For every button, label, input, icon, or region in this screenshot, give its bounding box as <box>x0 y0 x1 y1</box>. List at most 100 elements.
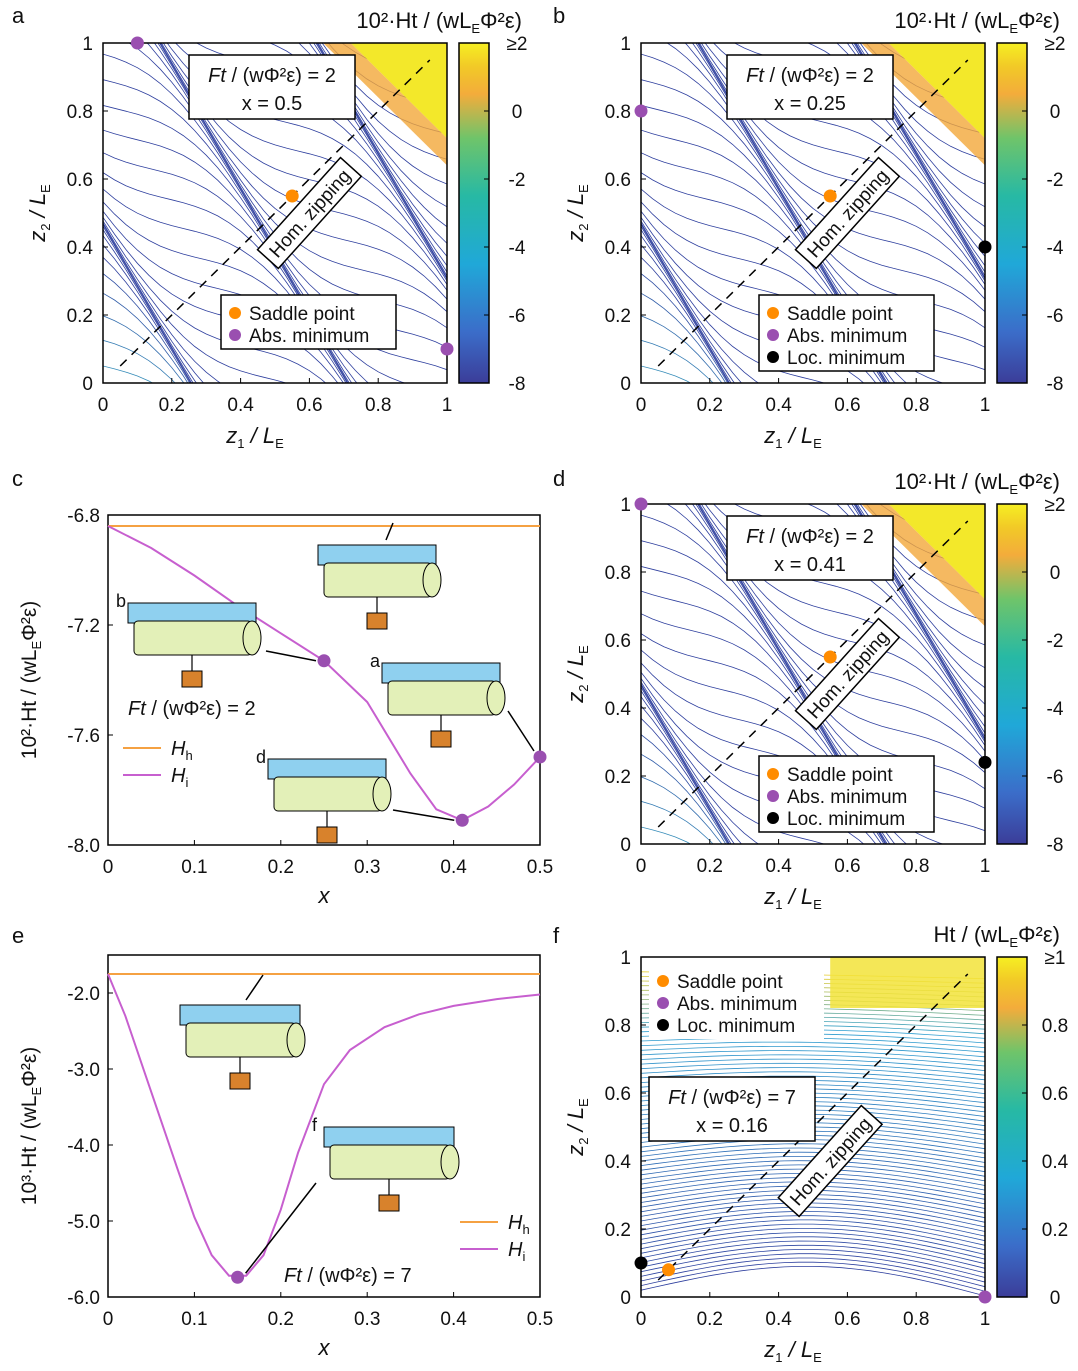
y-axis-label: z2 / LE <box>563 184 591 243</box>
y-tick-label: -5.0 <box>67 1212 100 1233</box>
contour-line <box>641 172 887 383</box>
colorbar-tick-label: -4 <box>1047 699 1064 720</box>
contour-line <box>103 222 288 383</box>
contour-line <box>641 1236 985 1265</box>
x-axis-label: z1 / LE <box>763 1337 822 1365</box>
inset-a: a <box>370 651 506 748</box>
colorbar-tick-label: -8 <box>1047 835 1064 856</box>
colorbar-scale <box>458 42 490 384</box>
contour-line <box>641 244 731 383</box>
parameter-box: Ft / (wΦ²ε) = 2 x = 0.5 <box>188 54 356 120</box>
y-axis-label-text: 10²·Ht / (wLEΦ²ε) <box>18 601 44 759</box>
x-tick-label: 0.6 <box>834 856 860 877</box>
legend-label-loc_min: Loc. minimum <box>677 1016 795 1037</box>
contour-line <box>697 43 985 291</box>
colorbar-tick-label: 0 <box>512 102 523 123</box>
y-tick-label: 1 <box>620 948 631 969</box>
x-tick-label: 0.2 <box>268 1309 294 1330</box>
point-abs_min <box>634 497 648 511</box>
y-axis-label-text: z2 / LE <box>25 184 53 243</box>
contour-line <box>103 223 222 383</box>
electrode-slab <box>127 602 257 624</box>
electrode-slab <box>179 1004 301 1026</box>
legend-label-loc_min: Loc. minimum <box>787 348 905 369</box>
contour-line <box>641 1257 985 1288</box>
point-abs_min <box>978 1290 992 1304</box>
electrode-slab <box>381 662 501 684</box>
x-tick-label: 0.3 <box>354 1309 380 1330</box>
homogeneous-diagonal <box>657 973 969 1281</box>
contour-line <box>315 43 447 228</box>
contour-line <box>641 1244 985 1274</box>
force-label: Ft / (wΦ²ε) = 2 <box>746 526 874 548</box>
contour-line <box>853 504 985 689</box>
legend-marker-loc_min <box>767 812 779 824</box>
contour-line <box>318 43 447 160</box>
contour-line <box>697 43 985 300</box>
parameter-frame <box>648 1076 816 1142</box>
contour-line <box>641 188 886 383</box>
panel-letter-d: d <box>553 466 565 491</box>
electrode-slab <box>323 1126 455 1148</box>
x-axis-label: z1 / LE <box>763 423 822 451</box>
cylinder-end <box>422 562 442 598</box>
x-tick-label: 0.5 <box>527 857 553 878</box>
x-tick-label: 0.8 <box>903 1309 929 1330</box>
colorbar-tick-label: 0.4 <box>1042 1152 1069 1173</box>
contour-line <box>641 1223 985 1251</box>
x-tick-label: 0 <box>98 395 109 416</box>
colorbar-tick-label: -8 <box>1047 374 1064 395</box>
legend-marker-saddle <box>229 307 241 319</box>
panel-e: 0 0.1 0.2 0.3 0.4 0.5 -2.0 -3.0 -4.0 -5.0 -6.0 x 10³… <box>18 954 553 1360</box>
contour-line <box>854 504 985 669</box>
legend-label-abs_min: Abs. minimum <box>249 326 369 347</box>
point-loc_min <box>634 1256 648 1270</box>
contour-line <box>641 1058 985 1071</box>
parameter-frame <box>726 54 894 120</box>
contour-line <box>855 504 985 646</box>
contour-line <box>697 504 985 752</box>
contour-line <box>103 315 185 383</box>
electrode-slab <box>317 544 437 566</box>
contour-line <box>641 257 730 383</box>
base-block <box>378 1194 400 1212</box>
x-tick-label: 0.6 <box>296 395 322 416</box>
hom-zipping-box <box>256 156 363 270</box>
x-axis-label: x <box>318 1335 331 1360</box>
base-block <box>316 826 338 844</box>
contour-line <box>698 43 985 285</box>
x-tick-label: 0.4 <box>765 1309 792 1330</box>
contour-line <box>103 257 192 383</box>
contour-line <box>641 1206 985 1232</box>
contour-line <box>641 225 743 383</box>
legend-label-loc_min: Loc. minimum <box>787 809 905 830</box>
colorbar-tick-label: -6 <box>1047 306 1064 327</box>
inset-d: d <box>256 747 392 844</box>
cylinder-body <box>329 1144 451 1180</box>
contour-line <box>321 43 447 134</box>
inset-letter: f <box>312 1115 318 1135</box>
contour-line <box>641 1266 985 1297</box>
force-label: Ft / (wΦ²ε) = 2 <box>746 65 874 87</box>
y-tick-label: 0.8 <box>605 563 631 584</box>
colorbar-tick-label: -2 <box>1047 631 1064 652</box>
x-tick-label: 0.2 <box>697 395 723 416</box>
marker-point <box>455 813 469 827</box>
contour-line <box>162 43 447 282</box>
series-Hi <box>107 525 541 822</box>
marker-point <box>231 1270 245 1284</box>
x-tick-label: 0 <box>636 856 647 877</box>
legend-label-abs_min: Abs. minimum <box>677 994 797 1015</box>
contour-line <box>308 43 447 257</box>
point-saddle <box>823 650 837 664</box>
contour-line <box>836 504 985 728</box>
y-tick-label: 0.8 <box>605 102 631 123</box>
contour-line <box>641 776 723 844</box>
y-tick-label: 0.8 <box>605 1016 631 1037</box>
contour-line <box>641 649 886 844</box>
point-saddle <box>285 189 299 203</box>
x-tick-label: 0.2 <box>268 857 294 878</box>
